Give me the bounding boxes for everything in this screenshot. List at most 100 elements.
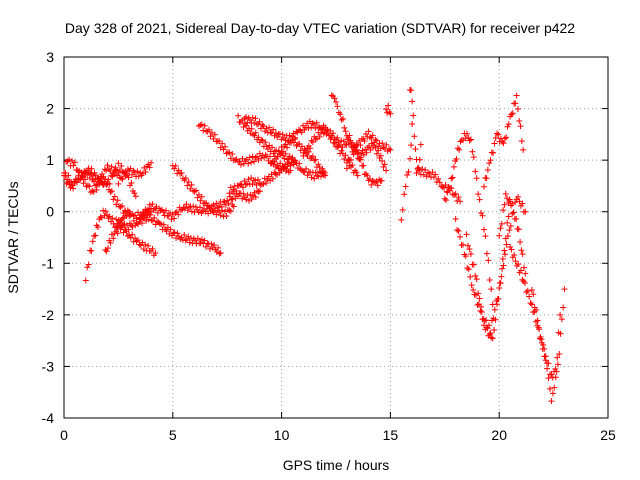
data-point xyxy=(129,232,135,238)
data-point xyxy=(379,140,385,146)
data-point xyxy=(192,189,198,195)
data-point xyxy=(348,157,354,163)
data-point xyxy=(250,193,256,199)
data-point xyxy=(267,129,273,135)
data-point xyxy=(515,106,521,112)
data-point xyxy=(499,139,505,145)
data-point xyxy=(173,163,179,169)
data-point xyxy=(487,277,493,283)
data-point xyxy=(115,197,121,203)
data-point xyxy=(147,202,153,208)
data-point xyxy=(303,166,309,172)
x-tick-label: 10 xyxy=(274,427,290,443)
data-point xyxy=(103,167,109,173)
data-point xyxy=(311,121,317,127)
data-point xyxy=(417,157,423,163)
data-point xyxy=(479,309,485,315)
data-point xyxy=(190,203,196,209)
data-point xyxy=(118,163,124,169)
data-point xyxy=(166,213,172,219)
data-point xyxy=(401,191,407,197)
data-point xyxy=(141,165,147,171)
data-point xyxy=(273,130,279,136)
data-point xyxy=(541,346,547,352)
data-point xyxy=(495,132,501,138)
data-point xyxy=(379,158,385,164)
data-point xyxy=(469,282,475,288)
data-point xyxy=(419,166,425,172)
data-point xyxy=(115,160,121,166)
data-point xyxy=(480,213,486,219)
data-point xyxy=(333,99,339,105)
data-point xyxy=(181,232,187,238)
data-point xyxy=(477,308,483,314)
y-tick-label: -2 xyxy=(42,307,55,323)
data-point xyxy=(496,233,502,239)
data-point xyxy=(147,164,153,170)
data-point xyxy=(398,217,404,223)
data-point xyxy=(310,139,316,145)
data-point xyxy=(529,301,535,307)
data-point xyxy=(70,163,76,169)
data-point xyxy=(471,262,477,268)
data-point xyxy=(518,123,524,129)
x-tick-label: 15 xyxy=(383,427,399,443)
data-point xyxy=(280,131,286,137)
data-point xyxy=(509,211,515,217)
data-point xyxy=(554,369,560,375)
data-point xyxy=(343,128,349,134)
data-point xyxy=(519,138,525,144)
data-point xyxy=(503,191,509,197)
data-point xyxy=(222,144,228,150)
data-point xyxy=(119,203,125,209)
data-point xyxy=(491,140,497,146)
data-point xyxy=(541,353,547,359)
x-tick-label: 20 xyxy=(491,427,507,443)
data-point xyxy=(407,156,413,162)
series-track22 xyxy=(414,166,464,204)
data-point xyxy=(199,121,205,127)
data-point xyxy=(104,248,110,254)
data-point xyxy=(189,209,195,215)
data-point xyxy=(298,166,304,172)
data-point xyxy=(454,227,460,233)
data-point xyxy=(443,197,449,203)
data-point xyxy=(110,196,116,202)
data-point xyxy=(249,181,255,187)
data-point xyxy=(484,175,490,181)
data-point xyxy=(490,150,496,156)
data-point xyxy=(543,357,549,363)
y-tick-label: -3 xyxy=(42,358,55,374)
data-point xyxy=(461,252,467,258)
data-point xyxy=(475,191,481,197)
data-point xyxy=(88,248,94,254)
data-point xyxy=(168,216,174,222)
x-tick-label: 0 xyxy=(60,427,68,443)
data-point xyxy=(226,207,232,213)
data-point xyxy=(411,133,417,139)
data-point xyxy=(546,375,552,381)
data-point xyxy=(210,245,216,251)
data-point xyxy=(177,171,183,177)
data-point xyxy=(472,273,478,279)
data-point xyxy=(360,163,366,169)
data-point xyxy=(516,118,522,124)
y-tick-label: -4 xyxy=(42,410,55,426)
data-point xyxy=(482,233,488,239)
data-point xyxy=(177,236,183,242)
data-point xyxy=(453,191,459,197)
data-point xyxy=(501,262,507,268)
data-point xyxy=(196,123,202,129)
series-track16 xyxy=(329,92,389,173)
data-point xyxy=(339,117,345,123)
data-point xyxy=(514,93,520,99)
data-point xyxy=(179,170,185,176)
data-point xyxy=(340,151,346,157)
data-point xyxy=(418,142,424,148)
data-point xyxy=(501,248,507,254)
data-point xyxy=(474,175,480,181)
data-point xyxy=(456,228,462,234)
data-point xyxy=(387,147,393,153)
data-point xyxy=(226,150,232,156)
data-point xyxy=(504,195,510,201)
